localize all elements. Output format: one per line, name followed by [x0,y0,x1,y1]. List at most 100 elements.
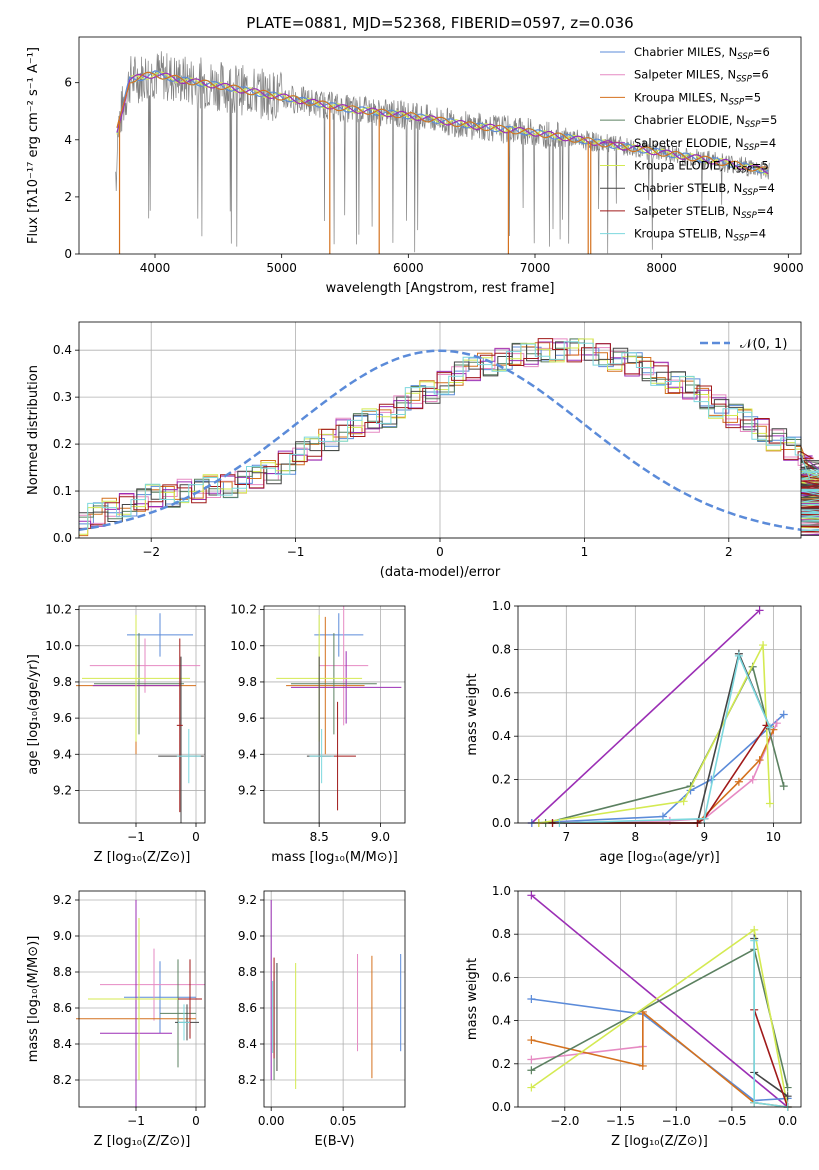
legend-label-3: Kroupa MILES, NSSP=5 [634,90,761,107]
y-tick-label: 9.2 [53,893,72,907]
panel-2: −2 −1 0 1 2 0.0 0.1 0.2 0.3 0.4 (data-model)/error… [26,321,819,580]
y-tick-label: 9.2 [238,893,257,907]
y-tick-label: 9.2 [53,783,72,797]
y-tick-label: 0.2 [492,773,511,787]
weight-line-1 [531,609,761,824]
x-tick-label: 5000 [266,261,297,275]
y-tick-label: 9.2 [238,783,257,797]
y-tick-label: 0.2 [53,437,72,451]
y-axis-label: mass weight [465,958,480,1040]
weight-marker [527,995,536,1003]
legend-text: Kroupa ELODIE, N [634,159,736,173]
y-tick-label: 10.2 [230,603,257,617]
y-axis-label: Flux [fλ10⁻¹⁷ erg cm⁻² s⁻¹ A⁻¹] [26,47,41,244]
weight-marker [779,782,788,791]
x-axis-label: Z [log₁₀(Z/Z⊙)] [611,1134,708,1149]
figure-title: PLATE=0881, MJD=52368, FIBERID=0597, z=0… [246,14,633,32]
legend-text: Chabrier MILES, N [634,45,737,59]
x-tick-label: 9.0 [371,830,390,844]
y-tick-label: 9.8 [238,675,257,689]
legend-label-2: Salpeter MILES, NSSP=6 [634,68,769,85]
legend-subscript: SSP [736,166,752,176]
legend-subscript: SSP [737,52,753,62]
legend-suffix: =5 [760,113,777,127]
weight-marker [734,777,743,786]
weight-marker [638,1061,647,1070]
x-tick-label: 0.00 [258,1114,285,1128]
weight-line-9 [559,653,771,824]
y-tick-label: 0.8 [492,642,511,656]
y-tick-label: 9.6 [53,711,72,725]
y-tick-label: 0.4 [492,729,511,743]
y-tick-label: 9.0 [53,929,72,943]
y-tick-label: 8.8 [53,965,72,979]
y-tick-label: 0.8 [492,927,511,941]
panel-3: −1 0 9.2 9.4 9.6 9.8 10.0 10.2 Z [log₁₀(Z/Z⊙)] ag… [26,603,206,865]
weight-marker [750,936,759,945]
y-tick-label: 4 [64,133,72,147]
y-tick-label: 8.2 [238,1073,257,1087]
legend-subscript: SSP [734,234,750,244]
weight-marker [527,891,536,900]
x-tick-label: 7000 [520,261,551,275]
weight-marker [734,651,743,660]
axes-frame [517,890,802,1108]
x-axis-label: Z [log₁₀(Z/Z⊙)] [94,850,191,865]
legend-subscript: SSP [741,211,757,221]
panel-7: 0.00 0.05 8.2 8.4 8.6 8.8 9.0 9.2 E(B-V) [238,890,406,1149]
y-tick-label: 0.2 [492,1057,511,1071]
x-tick-label: 6000 [393,261,424,275]
weight-marker [527,1055,536,1064]
panel-1: 4000 5000 6000 7000 8000 9000 0 2 4 6 wavelength [… [26,36,804,296]
x-tick-label: 0 [192,830,200,844]
y-tick-label: 8.4 [53,1037,72,1051]
x-axis-label: age [log₁₀(age/yr)] [599,850,720,865]
legend-text: Kroupa MILES, N [634,90,729,104]
weight-line-2 [531,713,785,824]
weight-line-6 [530,928,789,1108]
y-tick-label: 8.8 [238,965,257,979]
legend-subscript: SSP [744,143,760,153]
weight-marker [759,641,768,650]
y-tick-label: 0.0 [492,1100,511,1114]
weight-line-5 [531,948,789,1088]
y-tick-label: 0.4 [53,343,72,357]
y-tick-label: 10.2 [45,603,72,617]
weight-marker [772,719,781,728]
y-axis-label: Normed distribution [26,365,41,495]
panel-8: −2.0 −1.5 −1.0 −0.5 0.0 0.0 0.2 0.4 0.6 0.8 1.0 Z [… [465,884,802,1149]
x-tick-label: 2 [725,545,733,559]
x-tick-label: 8 [632,830,640,844]
axes-frame [263,605,406,824]
legend-suffix: =5 [744,90,761,104]
legend-suffix: =4 [759,136,776,150]
panel-6: −1 0 8.2 8.4 8.6 8.8 9.0 9.2 Z [log₁₀(Z/Z⊙)] mass… [26,890,206,1149]
legend-suffix: =6 [752,68,769,82]
legend-label-5: Salpeter ELODIE, NSSP=4 [634,136,776,153]
y-tick-label: 9.4 [238,747,257,761]
y-tick-label: 10.0 [230,639,257,653]
y-tick-label: 0 [64,247,72,261]
y-tick-label: 0.0 [53,531,72,545]
x-tick-label: 8.5 [310,830,329,844]
y-tick-label: 9.0 [238,929,257,943]
y-tick-label: 8.6 [238,1001,257,1015]
y-tick-label: 0.0 [492,816,511,830]
x-axis-label: mass [log₁₀(M/M⊙)] [271,850,398,865]
x-tick-label: −1 [127,1114,145,1128]
y-tick-label: 0.6 [492,686,511,700]
x-tick-label: 9000 [773,261,804,275]
y-tick-label: 9.8 [53,675,72,689]
weight-marker [783,1083,792,1092]
legend-suffix: =5 [752,159,769,173]
x-tick-label: 10 [766,830,781,844]
legend-label-1: Chabrier MILES, NSSP=6 [634,45,770,62]
axes-frame [78,890,206,1108]
axes-frame [517,605,802,824]
y-tick-label: 1.0 [492,599,511,613]
legend-label-6: Kroupa ELODIE, NSSP=5 [634,159,769,176]
legend-label-normal: 𝒩(0, 1) [740,337,787,352]
y-tick-label: 2 [64,190,72,204]
y-axis-label: age [log₁₀(age/yr)] [26,654,41,775]
legend-suffix: =6 [753,45,770,59]
